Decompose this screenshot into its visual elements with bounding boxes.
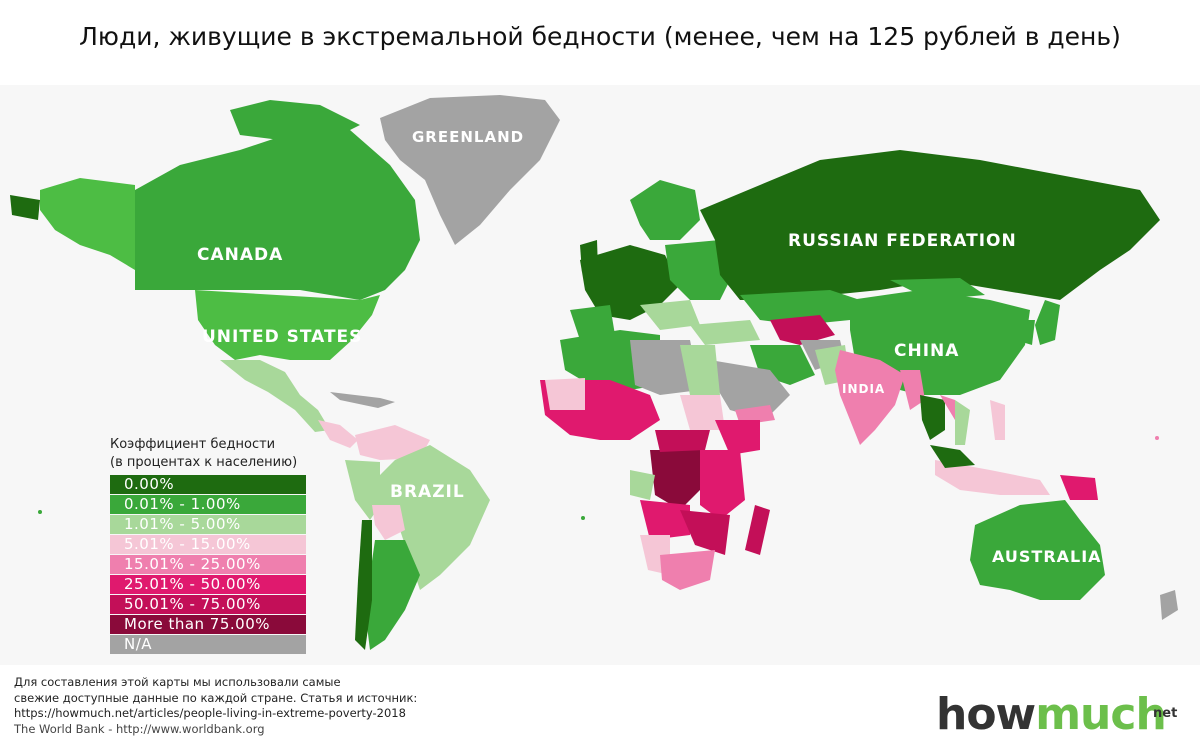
region-philippines (990, 400, 1005, 440)
footnote: Для составления этой карты мы использова… (14, 675, 474, 737)
region-russia (700, 150, 1160, 300)
label-united-states: UNITED STATES (202, 327, 362, 347)
region-east-africa (700, 450, 745, 520)
region-congo (650, 450, 705, 510)
legend-item: More than 75.00% (110, 615, 306, 634)
region-bolivia (372, 505, 405, 540)
region-russia-far-east-west (10, 195, 40, 220)
region-thailand (920, 395, 945, 440)
region-sudan (680, 395, 725, 430)
region-mexico (220, 360, 330, 432)
region-china (850, 290, 1030, 395)
legend-item: 5.01% - 15.00% (110, 535, 306, 554)
region-korea (1022, 320, 1035, 345)
label-brazil: BRAZIL (390, 482, 465, 502)
region-central-africa (655, 430, 710, 452)
region-japan (1035, 300, 1060, 345)
region-chile (355, 520, 372, 650)
legend-title-line1: Коэффициент бедности (110, 437, 276, 452)
region-myanmar (900, 370, 925, 410)
legend-title: Коэффициент бедности (в процентах к насе… (110, 436, 310, 472)
region-indonesia (935, 460, 1050, 495)
label-russia: RUSSIAN FEDERATION (788, 231, 1017, 251)
region-scandinavia (630, 180, 700, 240)
logo-net: net (1153, 706, 1178, 721)
legend-item: N/A (110, 635, 306, 654)
logo-how: how (936, 689, 1036, 740)
source-link[interactable]: https://howmuch.net/articles/people-livi… (14, 706, 406, 720)
region-balkans (640, 300, 700, 330)
label-australia: AUSTRALIA (992, 547, 1102, 566)
howmuch-logo: howmuch (936, 689, 1167, 740)
region-madagascar (745, 505, 770, 555)
legend-item: 0.01% - 1.00% (110, 495, 306, 514)
legend-title-line2: (в процентах к населению) (110, 455, 298, 470)
region-greenland (380, 95, 560, 245)
region-turkey (690, 320, 760, 345)
region-small-island-3 (1155, 436, 1159, 440)
legend-items: 0.00% 0.01% - 1.00% 1.01% - 5.00% 5.01% … (110, 475, 310, 654)
region-angola (640, 500, 690, 540)
legend-item: 50.01% - 75.00% (110, 595, 306, 614)
region-malaysia (930, 445, 975, 468)
region-western-europe (580, 245, 680, 320)
region-papua-new-guinea (1060, 475, 1098, 500)
region-mauritania (545, 378, 585, 410)
legend-item: 25.01% - 50.00% (110, 575, 306, 594)
footnote-line: свежие доступные данные по каждой стране… (14, 690, 418, 705)
region-australia (970, 500, 1105, 600)
region-vietnam (955, 400, 970, 445)
region-argentina (365, 540, 420, 650)
region-egypt (680, 345, 720, 395)
region-uzbekistan (770, 315, 835, 345)
source-link[interactable]: The World Bank - http://www.worldbank.or… (14, 721, 265, 736)
legend: Коэффициент бедности (в процентах к насе… (110, 436, 310, 654)
region-laos (940, 395, 955, 420)
region-new-zealand (1160, 590, 1178, 620)
label-canada: CANADA (197, 245, 283, 265)
region-central-america (318, 420, 358, 448)
region-kazakhstan (740, 290, 860, 325)
region-iberia (570, 305, 615, 340)
region-united-states (195, 290, 380, 360)
label-greenland: GREENLAND (412, 128, 524, 146)
region-mongolia (890, 278, 985, 300)
map-title: Люди, живущие в экстремальной бедности (… (79, 22, 1121, 51)
region-peru (345, 460, 380, 520)
legend-item: 15.01% - 25.00% (110, 555, 306, 574)
region-canada-arctic (230, 100, 360, 140)
region-caribbean (330, 392, 395, 408)
region-colombia-venezuela (355, 425, 430, 460)
region-south-africa (660, 550, 715, 590)
footnote-line: Для составления этой карты мы использова… (14, 675, 341, 689)
region-small-island-2 (581, 516, 585, 520)
region-alaska (40, 178, 135, 270)
region-gabon (630, 470, 655, 500)
label-india: INDIA (842, 382, 885, 396)
region-ethiopia (715, 420, 760, 455)
label-china: CHINA (894, 341, 959, 361)
legend-item: 1.01% - 5.00% (110, 515, 306, 534)
region-india (835, 350, 905, 445)
region-zambia-mozambique (680, 510, 730, 555)
region-canada (135, 130, 420, 300)
legend-item: 0.00% (110, 475, 306, 494)
world-map: GREENLAND CANADA UNITED STATES RUSSIAN F… (10, 95, 1178, 650)
region-small-island-1 (38, 510, 42, 514)
logo-much: much (1035, 689, 1167, 740)
region-uk (580, 240, 598, 272)
region-brazil (375, 445, 490, 590)
